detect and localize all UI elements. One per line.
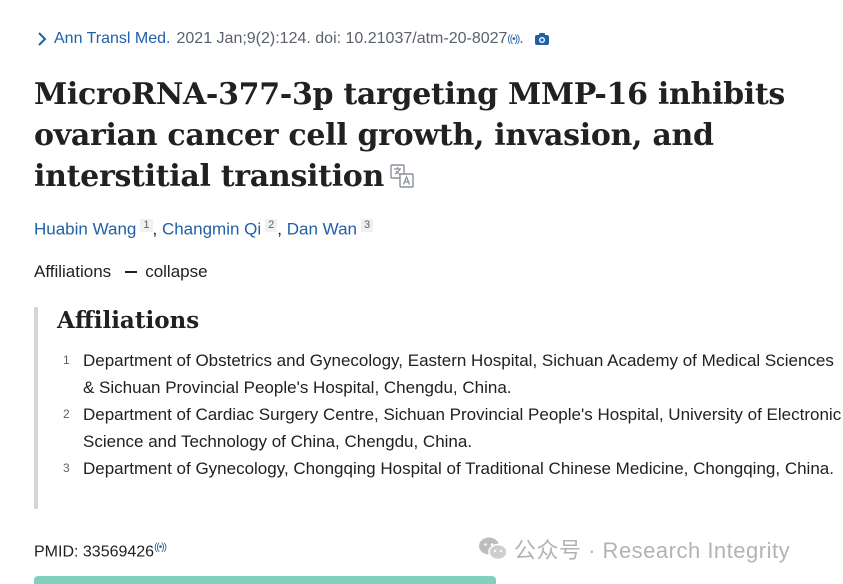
affiliations-toggle-label: Affiliations <box>34 262 112 281</box>
journal-link[interactable]: Ann Transl Med. <box>54 30 171 47</box>
camera-icon[interactable] <box>534 32 550 46</box>
pmid-line: PMID: 33569426((•)) <box>34 542 167 561</box>
reference-signal-icon[interactable]: ((•)) <box>154 542 167 553</box>
collapse-link[interactable]: collapse <box>145 262 208 281</box>
affiliation-item: 1 Department of Obstetrics and Gynecolog… <box>57 347 843 401</box>
affiliation-number: 1 <box>63 353 70 367</box>
wechat-watermark: 公众号 · Research Integrity <box>478 533 790 565</box>
author-link-wang[interactable]: Huabin Wang <box>34 219 137 239</box>
citation-line: Ann Transl Med. 2021 Jan;9(2):124. doi: … <box>34 30 550 48</box>
affiliation-text: Department of Obstetrics and Gynecology,… <box>83 351 834 397</box>
citation-period: . <box>519 30 524 47</box>
affiliations-list: 1 Department of Obstetrics and Gynecolog… <box>57 347 843 482</box>
author-link-qi[interactable]: Changmin Qi <box>161 219 262 239</box>
affiliation-ref[interactable]: 2 <box>265 219 278 232</box>
author-separator: , <box>277 219 287 239</box>
affiliations-heading: Affiliations <box>57 307 200 334</box>
action-bar-edge[interactable] <box>34 576 496 584</box>
affiliations-toggle[interactable]: Affiliations collapse <box>34 262 208 282</box>
article-title: MicroRNA-377-3p targeting MMP-16 inhibit… <box>34 74 839 197</box>
affiliation-item: 3 Department of Gynecology, Chongqing Ho… <box>57 455 843 482</box>
article-title-text: MicroRNA-377-3p targeting MMP-16 inhibit… <box>34 77 786 194</box>
citation-details: 2021 Jan;9(2):124. doi: 10.21037/atm-20-… <box>176 30 508 47</box>
chevron-right-icon[interactable] <box>34 31 50 47</box>
affiliation-text: Department of Cardiac Surgery Centre, Si… <box>83 405 842 451</box>
author-link-wan[interactable]: Dan Wan <box>286 219 357 239</box>
author-separator: , <box>152 219 162 239</box>
affiliations-panel: Affiliations 1 Department of Obstetrics … <box>34 307 843 509</box>
minus-icon <box>125 271 138 273</box>
affiliation-ref[interactable]: 1 <box>140 219 153 232</box>
translate-icon[interactable] <box>390 164 414 188</box>
affiliation-number: 2 <box>63 407 70 421</box>
pmid-text: PMID: 33569426 <box>34 543 155 561</box>
watermark-text: 公众号 · Research Integrity <box>514 538 791 563</box>
author-list: Huabin Wang 1, Changmin Qi 2, Dan Wan 3 <box>34 219 374 240</box>
affiliation-number: 3 <box>63 461 70 475</box>
affiliation-ref[interactable]: 3 <box>360 219 374 232</box>
reference-signal-icon[interactable]: ((•)) <box>507 33 520 45</box>
affiliation-item: 2 Department of Cardiac Surgery Centre, … <box>57 401 843 455</box>
wechat-logo-icon <box>479 537 508 561</box>
affiliation-text: Department of Gynecology, Chongqing Hosp… <box>83 459 834 478</box>
